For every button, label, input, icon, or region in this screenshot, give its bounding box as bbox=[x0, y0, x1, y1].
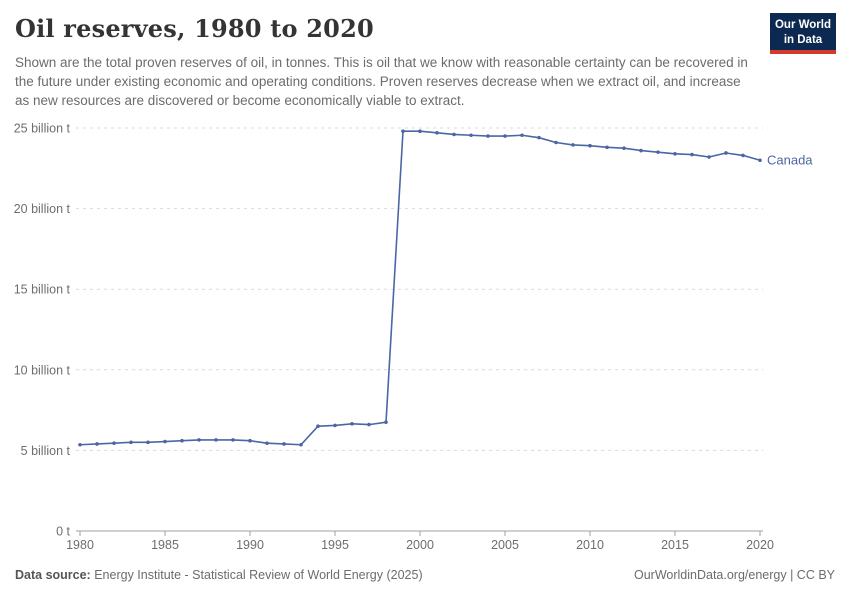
owid-logo: Our World in Data bbox=[770, 13, 836, 55]
data-point bbox=[197, 438, 201, 442]
data-point bbox=[741, 153, 745, 158]
data-point bbox=[350, 422, 354, 426]
data-source: Data source: Energy Institute - Statisti… bbox=[15, 568, 423, 582]
data-point bbox=[282, 442, 286, 446]
x-axis-tick-label: 1995 bbox=[321, 538, 349, 552]
data-point bbox=[163, 439, 167, 444]
y-axis-tick-label: 25 billion t bbox=[14, 122, 71, 136]
x-axis-tick-label: 2000 bbox=[406, 538, 434, 552]
x-axis-tick-label: 2020 bbox=[746, 538, 774, 552]
data-point bbox=[384, 420, 388, 424]
data-point bbox=[401, 129, 405, 134]
x-axis-tick-label: 2010 bbox=[576, 538, 604, 552]
data-point bbox=[452, 132, 456, 137]
data-point bbox=[95, 442, 99, 446]
data-point bbox=[656, 150, 660, 154]
data-point bbox=[129, 440, 133, 445]
data-point bbox=[231, 438, 235, 442]
x-axis-tick-label: 1990 bbox=[236, 538, 264, 552]
page-title: Oil reserves, 1980 to 2020 bbox=[15, 14, 374, 43]
owid-logo-line1: Our World bbox=[774, 19, 831, 31]
data-point bbox=[265, 441, 269, 445]
data-point bbox=[588, 143, 592, 148]
data-point bbox=[299, 442, 303, 447]
series-line bbox=[79, 130, 761, 446]
y-axis-tick-label: 20 billion t bbox=[14, 202, 71, 216]
data-point bbox=[486, 134, 490, 138]
data-point bbox=[367, 422, 371, 427]
y-axis-tick-label: 15 billion t bbox=[14, 283, 71, 297]
data-point bbox=[520, 133, 524, 138]
data-point bbox=[554, 140, 558, 145]
series-end-label: Canada bbox=[767, 153, 813, 168]
data-point bbox=[112, 441, 116, 445]
x-axis-tick-label: 2005 bbox=[491, 538, 519, 552]
data-point bbox=[180, 438, 184, 443]
data-point bbox=[78, 442, 82, 447]
data-point bbox=[605, 145, 609, 150]
y-axis-tick-label: 10 billion t bbox=[14, 363, 71, 377]
data-point bbox=[758, 158, 762, 163]
attribution: OurWorldinData.org/energy | CC BY bbox=[633, 568, 835, 582]
data-point bbox=[435, 131, 439, 135]
data-point bbox=[469, 133, 473, 138]
data-point bbox=[146, 440, 150, 445]
x-axis-tick-label: 2015 bbox=[661, 538, 689, 552]
data-point bbox=[418, 129, 422, 134]
y-axis-tick-label: 5 billion t bbox=[21, 444, 71, 458]
x-axis-tick-label: 1985 bbox=[151, 538, 179, 552]
chart-subtitle: Shown are the total proven reserves of o… bbox=[15, 55, 748, 109]
owid-logo-line2: in Data bbox=[783, 33, 823, 46]
data-point bbox=[214, 438, 218, 442]
chart-footer: Data source: Energy Institute - Statisti… bbox=[15, 568, 835, 582]
y-axis-tick-label: 0 t bbox=[56, 525, 70, 539]
data-source-text: Energy Institute - Statistical Review of… bbox=[94, 568, 423, 582]
data-point bbox=[724, 151, 728, 155]
data-point bbox=[537, 135, 541, 140]
data-point bbox=[571, 143, 575, 147]
data-source-label: Data source: bbox=[15, 568, 91, 582]
data-point bbox=[639, 148, 643, 153]
data-point bbox=[333, 423, 337, 428]
x-axis-tick-label: 1980 bbox=[66, 538, 94, 552]
data-point bbox=[248, 438, 252, 443]
data-point bbox=[690, 152, 694, 157]
data-point bbox=[707, 155, 711, 159]
data-point bbox=[316, 424, 320, 429]
data-point bbox=[622, 146, 626, 150]
data-point bbox=[673, 151, 677, 156]
data-point bbox=[503, 134, 507, 138]
